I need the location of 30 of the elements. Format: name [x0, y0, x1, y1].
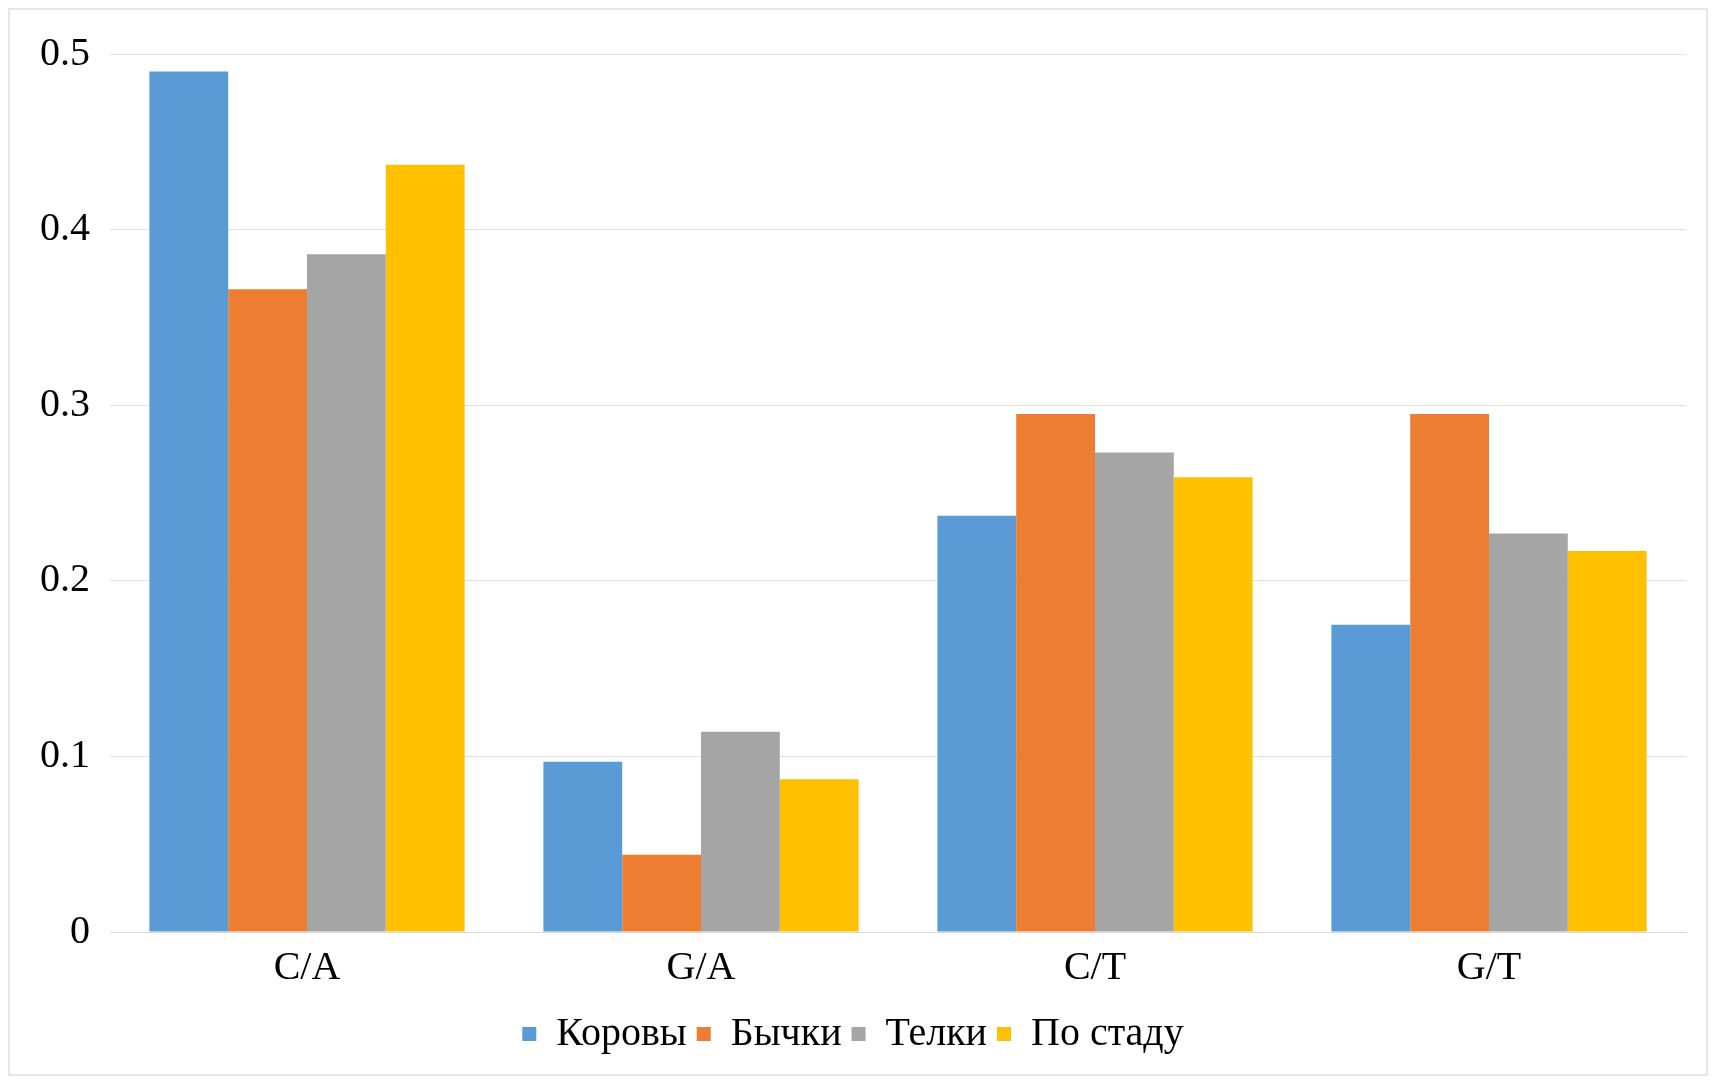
y-tick-label: 0 [70, 906, 90, 952]
y-tick-label: 0.5 [40, 28, 90, 74]
x-tick-label: G/T [1456, 942, 1522, 988]
bar [622, 854, 701, 932]
bar [149, 71, 229, 932]
legend-label: Бычки [730, 1008, 842, 1054]
y-tick-label: 0.1 [40, 730, 90, 776]
bar [779, 779, 859, 932]
bar [228, 289, 307, 932]
bar [1016, 413, 1095, 932]
bar [937, 515, 1017, 932]
x-tick-label: C/T [1063, 942, 1127, 988]
bar [543, 761, 623, 932]
legend-label: Коровы [556, 1008, 687, 1054]
bar [385, 164, 465, 932]
legend-label: Телки [885, 1008, 987, 1054]
bar [1489, 533, 1568, 932]
legend-label: По стаду [1031, 1008, 1184, 1054]
bar [1331, 624, 1411, 932]
bar [701, 731, 780, 932]
bar [1173, 477, 1253, 932]
x-tick-label: C/A [273, 942, 341, 988]
x-tick-label: G/A [666, 942, 736, 988]
y-tick-label: 0.4 [40, 204, 90, 250]
y-tick-label: 0.3 [40, 379, 90, 425]
bar [1567, 550, 1647, 932]
bar [1095, 452, 1174, 932]
bar [1410, 413, 1489, 932]
y-tick-label: 0.2 [40, 555, 90, 601]
bar [307, 254, 386, 932]
